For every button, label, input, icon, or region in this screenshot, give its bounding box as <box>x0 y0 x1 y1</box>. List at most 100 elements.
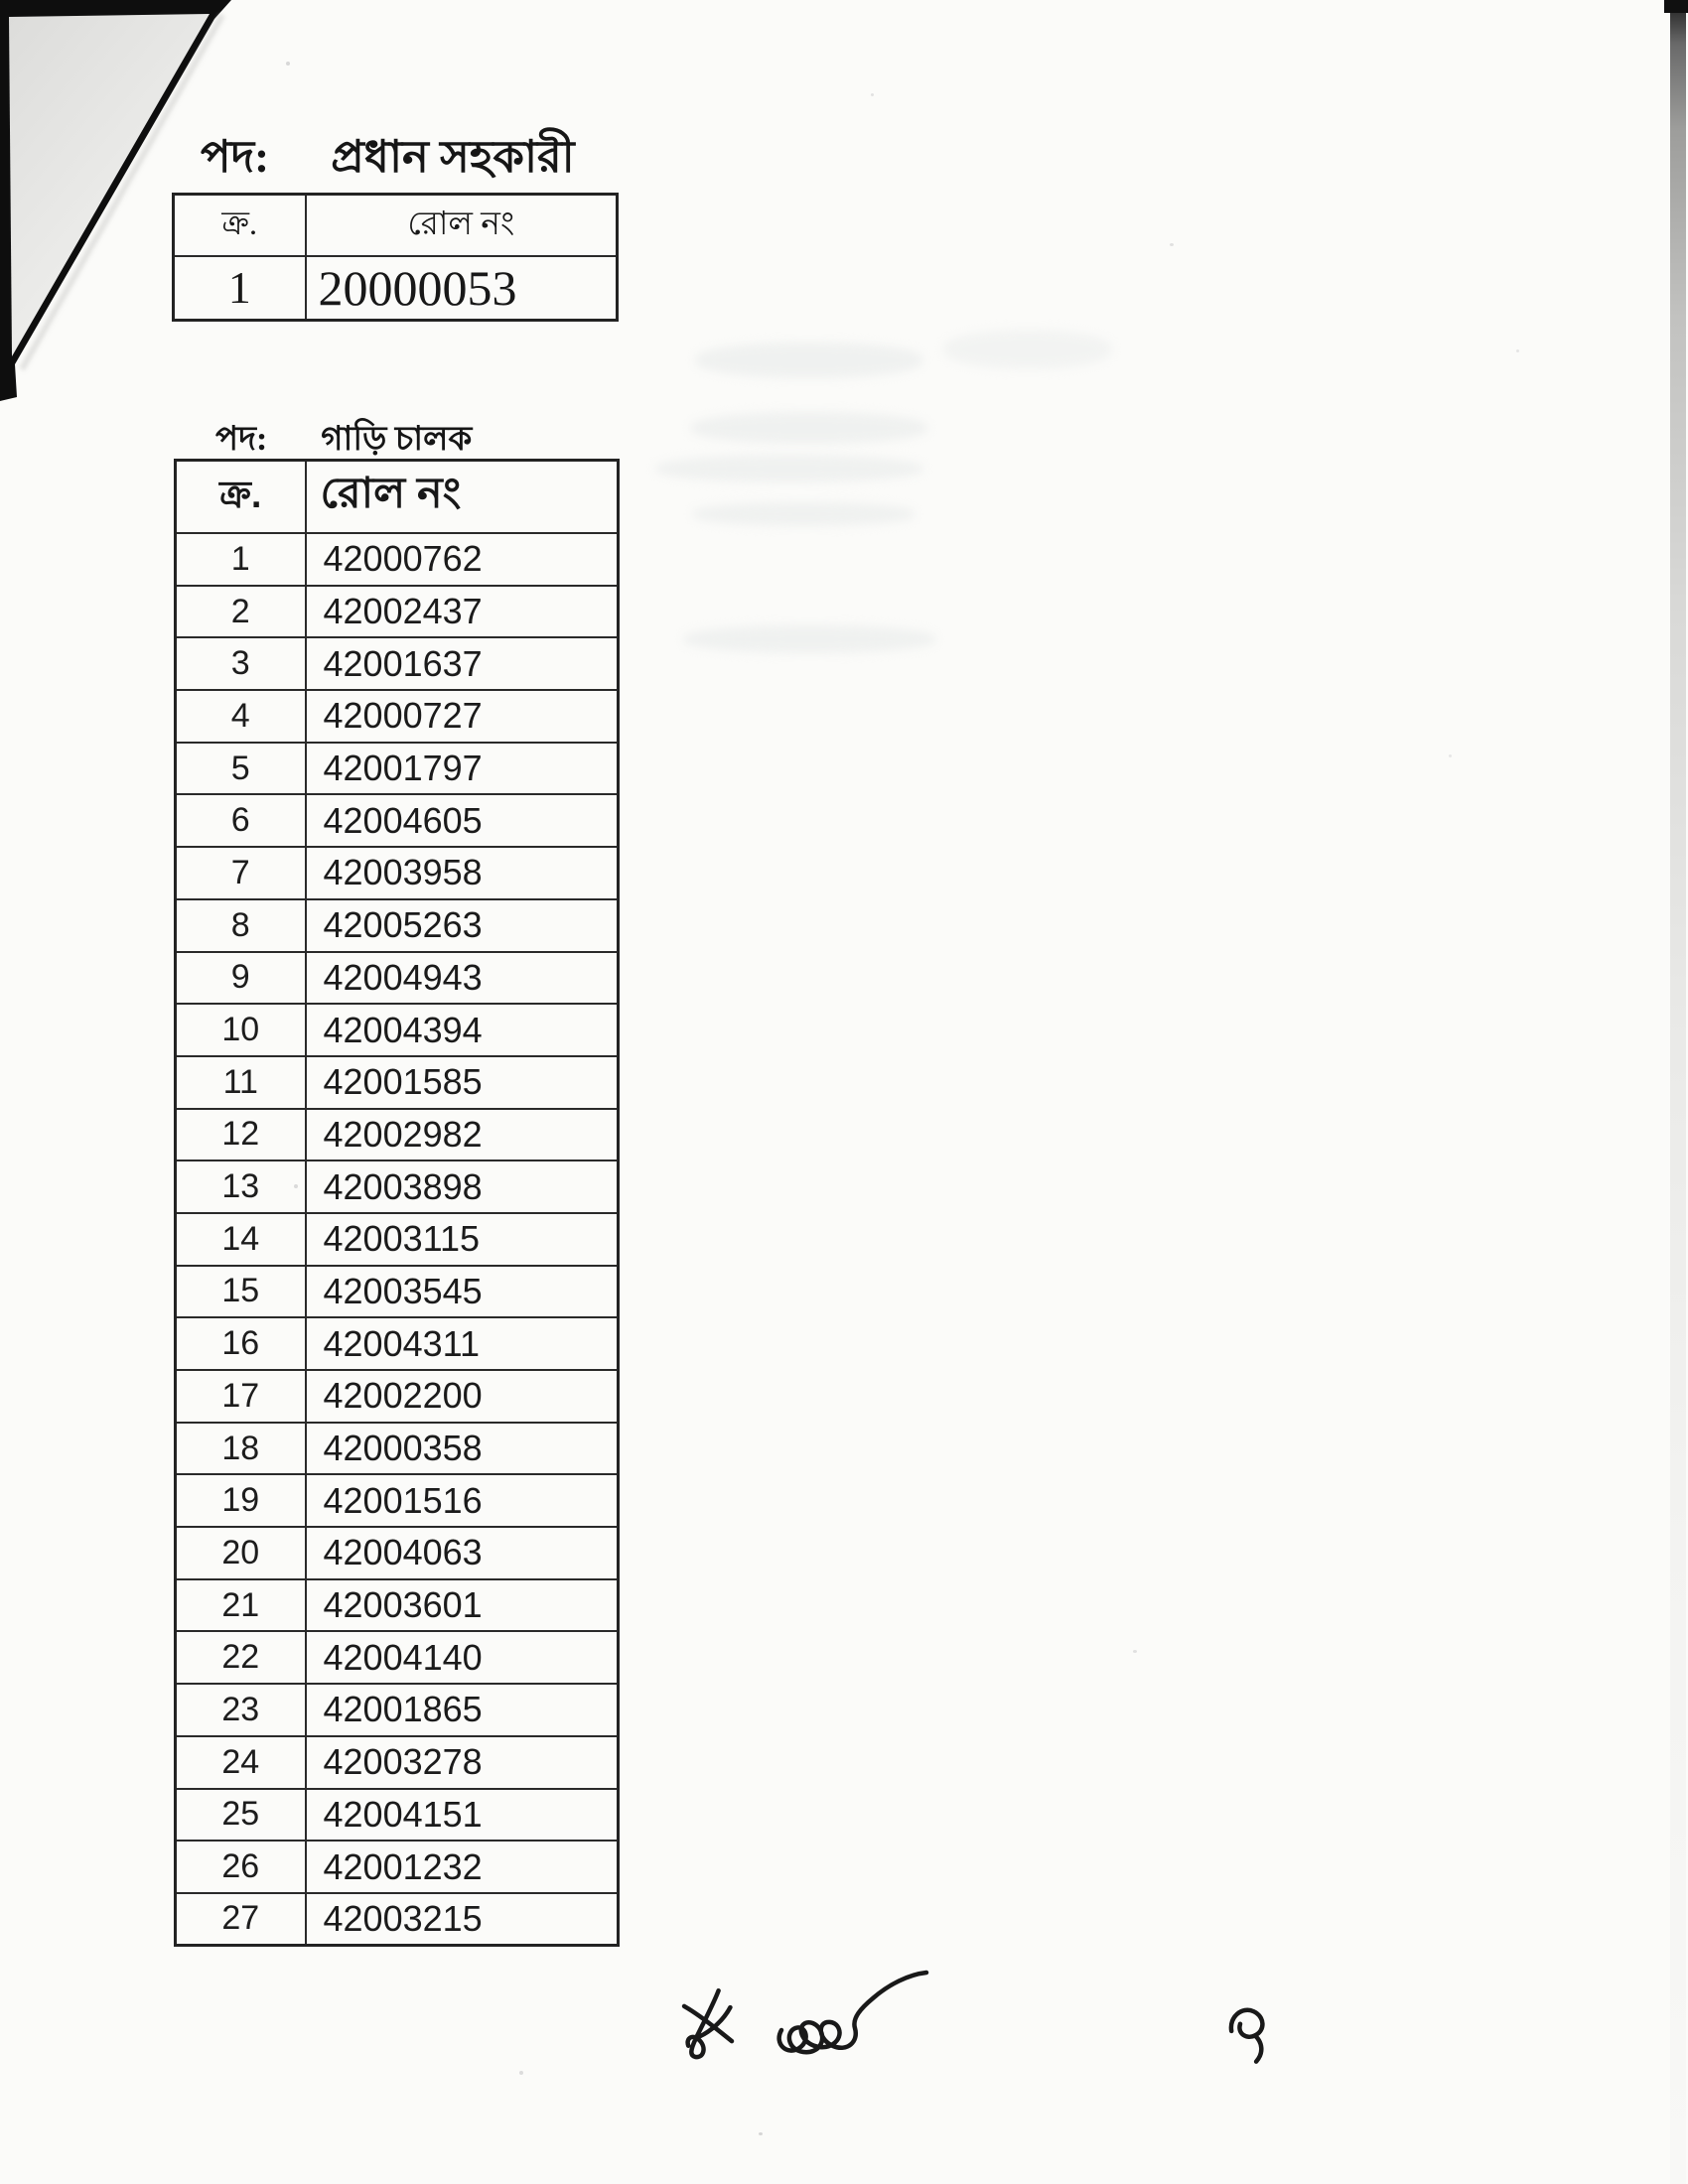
dust-speck <box>1133 1650 1137 1653</box>
dust-speck <box>1170 243 1174 246</box>
table-row: 13 42003898 <box>174 1160 620 1214</box>
bleed-through-artifact <box>690 412 928 444</box>
serial-cell: 2 <box>174 584 307 639</box>
roll-cell: 42000727 <box>304 689 620 744</box>
roll-cell: 42001865 <box>304 1683 620 1737</box>
table-row: 1 42000762 <box>174 532 620 587</box>
serial-cell: 21 <box>174 1577 307 1633</box>
roll-cell: 42004943 <box>304 950 620 1006</box>
dust-speck <box>1516 349 1519 352</box>
table-row: 1 20000053 <box>172 255 619 321</box>
roll-cell: 42005263 <box>304 897 620 953</box>
roll-cell: 42004151 <box>304 1787 620 1843</box>
serial-cell: 20 <box>174 1526 307 1580</box>
serial-cell: 6 <box>174 793 307 849</box>
roll-table-car-driver: ক্র. রোল নং 1 42000762 2 42002437 3 42001637 4… <box>174 459 620 1948</box>
table-row: 27 42003215 <box>174 1891 620 1947</box>
serial-cell: 7 <box>174 846 307 900</box>
section-title-car-driver: পদ: গাড়ি চালক <box>215 413 472 470</box>
roll-cell: 42001585 <box>304 1054 620 1110</box>
table-header-row: ক্র. রোল নং <box>174 459 620 534</box>
roll-cell: 42004394 <box>304 1003 620 1057</box>
roll-cell: 42004311 <box>304 1316 620 1371</box>
serial-cell: 17 <box>174 1369 307 1424</box>
table-row: 14 42003115 <box>174 1211 620 1267</box>
serial-cell: 13 <box>174 1160 307 1214</box>
serial-cell: 1 <box>174 532 307 587</box>
dust-speck <box>871 93 874 96</box>
scan-corner-shadow <box>1664 0 1688 13</box>
position-label: পদ: <box>201 132 270 182</box>
serial-cell: 19 <box>174 1473 307 1529</box>
dust-speck <box>759 2132 763 2135</box>
table-row: 2 42002437 <box>174 584 620 639</box>
roll-cell: 42001232 <box>304 1840 620 1894</box>
roll-cell: 42003545 <box>304 1264 620 1319</box>
serial-cell: 1 <box>172 255 307 321</box>
roll-cell: 42002437 <box>304 584 620 639</box>
table-row: 10 42004394 <box>174 1003 620 1057</box>
roll-cell: 42003215 <box>304 1891 620 1947</box>
table-row: 17 42002200 <box>174 1369 620 1424</box>
serial-header: ক্র. <box>174 459 307 534</box>
serial-cell: 18 <box>174 1421 307 1476</box>
serial-cell: 9 <box>174 950 307 1006</box>
table-row: 18 42000358 <box>174 1421 620 1476</box>
serial-cell: 10 <box>174 1003 307 1057</box>
serial-cell: 22 <box>174 1630 307 1686</box>
table-header-row: ক্র. রোল নং <box>172 193 619 257</box>
position-title: গাড়ি চালক <box>321 421 473 458</box>
table-row: 19 42001516 <box>174 1473 620 1529</box>
bleed-through-artifact <box>683 625 936 653</box>
table-row: 6 42004605 <box>174 793 620 849</box>
dust-speck <box>1449 754 1452 757</box>
fold-paper-triangle <box>9 14 210 356</box>
roll-header: রোল নং <box>304 459 620 534</box>
table-row: 22 42004140 <box>174 1630 620 1686</box>
roll-cell: 20000053 <box>304 255 619 321</box>
bleed-through-artifact <box>943 330 1112 369</box>
table-row: 26 42001232 <box>174 1840 620 1894</box>
bleed-through-artifact <box>695 342 923 378</box>
table-row: 8 42005263 <box>174 897 620 953</box>
serial-cell: 5 <box>174 741 307 796</box>
scan-edge-shadow <box>1670 0 1686 2184</box>
roll-cell: 42003601 <box>304 1577 620 1633</box>
table-row: 9 42004943 <box>174 950 620 1006</box>
section-title-chief-assistant: পদ: প্রধান সহকারী <box>201 123 575 198</box>
page-fold-corner <box>0 0 231 401</box>
table-row: 23 42001865 <box>174 1683 620 1737</box>
roll-cell: 42001637 <box>304 636 620 692</box>
serial-cell: 26 <box>174 1840 307 1894</box>
roll-cell: 42000762 <box>304 532 620 587</box>
serial-cell: 24 <box>174 1734 307 1790</box>
roll-cell: 42004063 <box>304 1526 620 1580</box>
table-row: 5 42001797 <box>174 741 620 796</box>
roll-cell: 42002200 <box>304 1369 620 1424</box>
dust-speck <box>519 2071 523 2075</box>
roll-cell: 42002982 <box>304 1107 620 1162</box>
position-label: পদ: <box>215 421 268 458</box>
serial-header: ক্র. <box>172 193 307 257</box>
signature-mark-1 <box>681 1987 735 2060</box>
roll-cell: 42001516 <box>304 1473 620 1529</box>
serial-cell: 23 <box>174 1683 307 1737</box>
signature-mark-3 <box>1228 2007 1265 2064</box>
roll-cell: 42003115 <box>304 1211 620 1267</box>
serial-cell: 27 <box>174 1891 307 1947</box>
serial-cell: 4 <box>174 689 307 744</box>
fold-edge-shadow <box>19 13 225 371</box>
roll-cell: 42001797 <box>304 741 620 796</box>
bleed-through-artifact <box>655 455 923 482</box>
table-row: 11 42001585 <box>174 1054 620 1110</box>
roll-header: রোল নং <box>304 193 619 257</box>
serial-cell: 15 <box>174 1264 307 1319</box>
table-row: 3 42001637 <box>174 636 620 692</box>
dust-speck <box>286 62 290 66</box>
serial-cell: 12 <box>174 1107 307 1162</box>
table-row: 12 42002982 <box>174 1107 620 1162</box>
serial-cell: 8 <box>174 897 307 953</box>
table-row: 25 42004151 <box>174 1787 620 1843</box>
roll-cell: 42003958 <box>304 846 620 900</box>
